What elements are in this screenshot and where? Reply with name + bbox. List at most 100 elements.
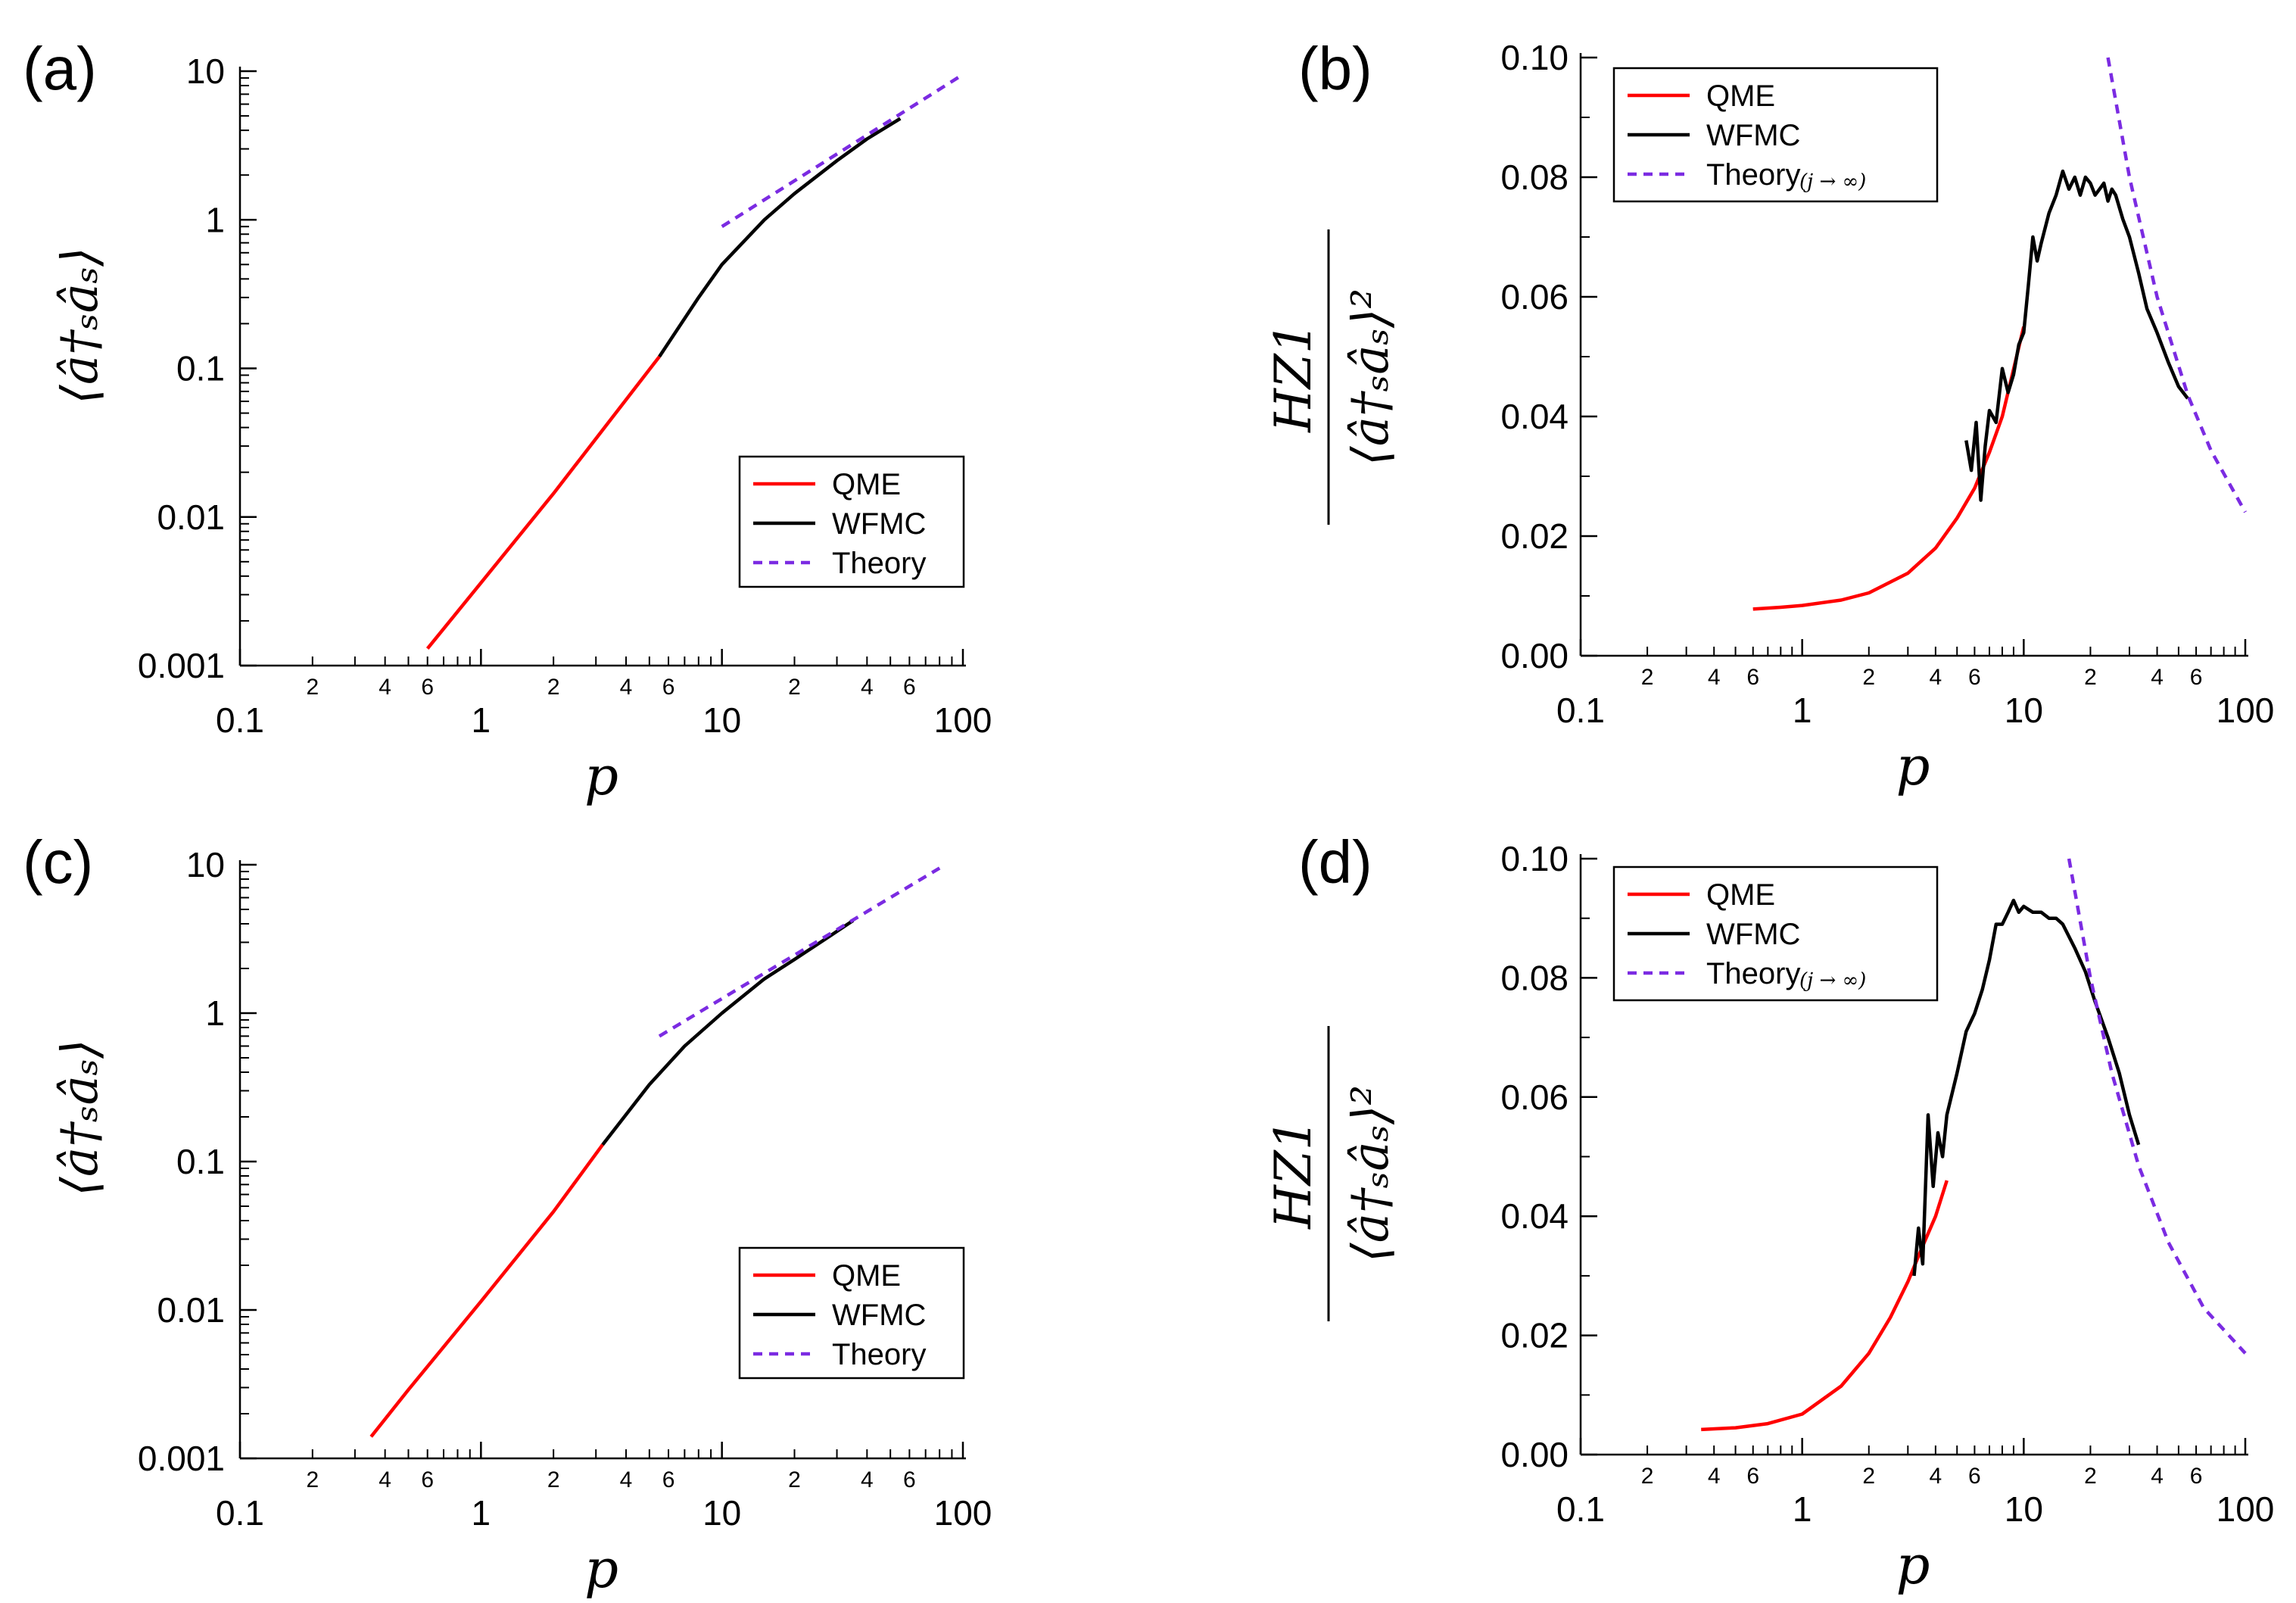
x-minor-tick-label: 2	[788, 1467, 801, 1492]
x-minor-tick-label: 6	[1746, 1464, 1759, 1489]
y-tick-label: 0.001	[138, 646, 225, 685]
legend: QME WFMC Theory	[738, 1246, 965, 1380]
legend-box	[738, 455, 965, 588]
x-tick-label: 0.1	[1556, 1489, 1605, 1529]
x-minor-tick-label: 4	[1930, 665, 1942, 690]
legend-label-theory: Theory	[1706, 158, 1801, 192]
x-minor-tick-label: 6	[421, 1467, 434, 1492]
series-line-theory	[658, 866, 941, 1038]
x-tick-label: 10	[703, 700, 741, 740]
x-minor-tick-label: 4	[620, 675, 633, 700]
y-axis-label-numerator: HZ1	[1264, 322, 1322, 432]
y-axis-label-denominator: ⟨â†ₛâₛ⟩²	[1341, 1085, 1400, 1262]
panel-label: (b)	[1298, 35, 1372, 102]
x-minor-tick-label: 6	[662, 1467, 675, 1492]
x-minor-tick-label: 2	[1862, 665, 1875, 690]
y-tick-label: 0.06	[1500, 277, 1569, 317]
x-axis-label: p	[1896, 735, 1930, 797]
x-minor-tick-label: 2	[1641, 665, 1654, 690]
x-minor-tick-label: 6	[1746, 665, 1759, 690]
x-tick-label: 100	[934, 1493, 992, 1533]
legend-label-qme: QME	[832, 1259, 901, 1293]
series-line-theory	[2067, 858, 2247, 1355]
y-tick-label: 0.08	[1500, 958, 1569, 997]
series-line-theory	[2106, 57, 2247, 513]
legend: QME WFMC Theory(j → ∞)	[1612, 67, 1939, 203]
x-tick-label: 10	[2005, 1489, 2043, 1529]
x-axis-label: p	[1896, 1534, 1930, 1596]
x-minor-tick-label: 2	[547, 1467, 560, 1492]
x-tick-label: 1	[1793, 1489, 1812, 1529]
series-line-qme	[369, 1143, 604, 1438]
x-minor-tick-label: 6	[2190, 665, 2203, 690]
x-minor-tick-label: 6	[903, 675, 916, 700]
chart-panel-a: (a) 0.1 2 4 6 1 2 4 6 10 2 4 6 100 0.001 0.01 0.1 1 10 p ⟨â†…	[23, 35, 992, 807]
series-line-wfmc	[1964, 169, 2189, 502]
x-minor-tick-label: 2	[306, 1467, 319, 1492]
x-tick-label: 100	[2217, 691, 2275, 730]
y-axis-label: HZ1 ⟨â†ₛâₛ⟩²	[1264, 1026, 1400, 1321]
x-minor-tick-label: 6	[662, 675, 675, 700]
x-tick-label: 0.1	[1556, 691, 1605, 730]
y-tick-label: 1	[205, 200, 225, 239]
x-minor-tick-label: 4	[1930, 1464, 1942, 1489]
series-line-qme	[1752, 326, 2026, 611]
panel-label: (a)	[23, 35, 97, 102]
y-tick-label: 0.08	[1500, 157, 1569, 197]
panel-label: (d)	[1298, 828, 1372, 896]
y-axis-label-text: ⟨â†ₛâₛ⟩	[51, 247, 109, 404]
legend-label-theory-suffix: (j → ∞)	[1799, 969, 1866, 992]
x-minor-tick-label: 2	[2084, 665, 2097, 690]
series-line-wfmc	[1912, 898, 2141, 1277]
x-tick-label: 1	[1793, 691, 1812, 730]
x-minor-tick-label: 6	[1968, 665, 1981, 690]
legend-label-theory-suffix: (j → ∞)	[1799, 170, 1866, 193]
x-minor-tick-label: 6	[421, 675, 434, 700]
y-tick-label: 0.00	[1500, 1435, 1569, 1474]
y-tick-label: 0.02	[1500, 1316, 1569, 1355]
x-minor-tick-label: 4	[2151, 1464, 2164, 1489]
x-minor-tick-label: 2	[1641, 1464, 1654, 1489]
x-minor-tick-label: 4	[620, 1467, 633, 1492]
legend-label-wfmc: WFMC	[832, 1299, 926, 1332]
y-tick-label: 0.04	[1500, 397, 1569, 436]
series-line-wfmc	[601, 918, 855, 1146]
y-tick-label: 10	[186, 845, 225, 884]
y-axis-label-numerator: HZ1	[1264, 1118, 1322, 1229]
y-tick-label: 0.1	[176, 1142, 225, 1181]
x-minor-tick-label: 2	[306, 675, 319, 700]
x-tick-label: 0.1	[216, 700, 264, 740]
y-tick-label: 0.01	[157, 1290, 225, 1330]
x-minor-tick-label: 4	[1708, 1464, 1721, 1489]
x-minor-tick-label: 4	[861, 1467, 874, 1492]
series-line-qme	[1701, 1180, 1949, 1432]
x-tick-label: 0.1	[216, 1493, 264, 1533]
y-tick-label: 0.10	[1500, 38, 1569, 77]
x-minor-tick-label: 6	[2190, 1464, 2203, 1489]
y-tick-label: 0.01	[157, 497, 225, 537]
y-axis-label: ⟨â†ₛâₛ⟩	[51, 247, 109, 404]
y-tick-label: 0.06	[1500, 1078, 1569, 1117]
x-minor-tick-label: 2	[2084, 1464, 2097, 1489]
y-tick-label: 0.00	[1500, 636, 1569, 675]
legend-label-qme: QME	[832, 468, 901, 501]
legend-label-theory: Theory	[832, 1338, 927, 1371]
y-tick-label: 0.10	[1500, 839, 1569, 878]
x-tick-label: 1	[472, 700, 491, 740]
y-tick-label: 0.02	[1500, 516, 1569, 556]
legend-label-wfmc: WFMC	[1706, 119, 1800, 152]
y-axis-label-text: ⟨â†ₛâₛ⟩	[51, 1039, 109, 1196]
panel-label: (c)	[23, 828, 93, 896]
series-line-wfmc	[658, 117, 902, 358]
x-minor-tick-label: 2	[1862, 1464, 1875, 1489]
x-minor-tick-label: 4	[379, 675, 391, 700]
chart-panel-c: (c) 0.1 2 4 6 1 2 4 6 10 2 4 6 100 0.001 0.01 0.1 1 10 p ⟨â†…	[23, 828, 992, 1600]
y-tick-label: 1	[205, 993, 225, 1033]
y-axis-label-denominator: ⟨â†ₛâₛ⟩²	[1341, 288, 1400, 466]
x-minor-tick-label: 2	[788, 675, 801, 700]
series-line-qme	[425, 355, 661, 650]
x-axis-label: p	[584, 1538, 618, 1600]
